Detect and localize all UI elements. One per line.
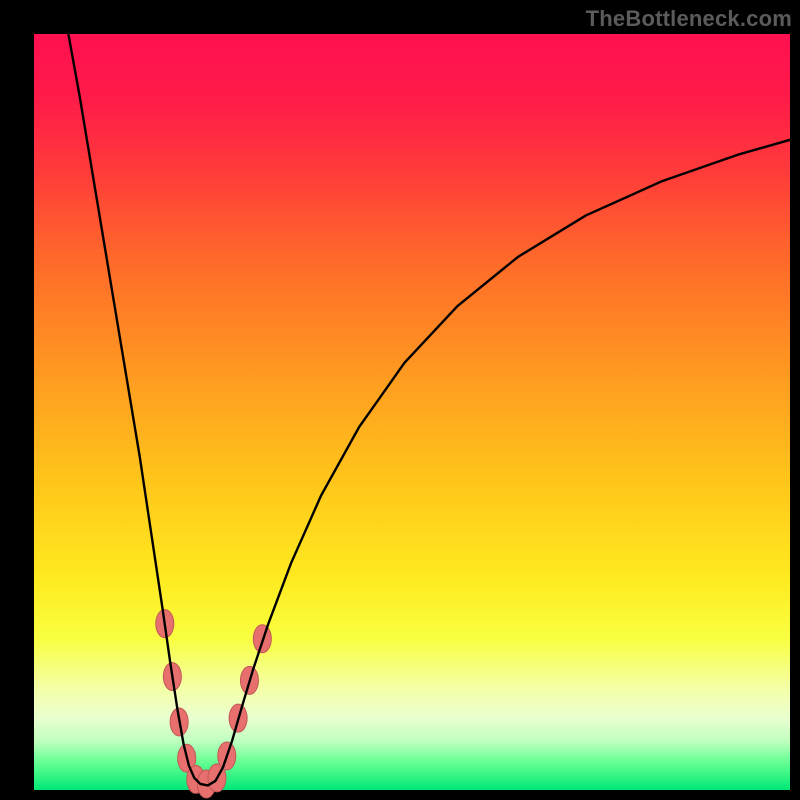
plot-area [34, 34, 790, 790]
watermark-text: TheBottleneck.com [586, 6, 792, 32]
chart-container: TheBottleneck.com [0, 0, 800, 800]
markers-group [156, 610, 272, 798]
chart-svg [34, 34, 790, 790]
